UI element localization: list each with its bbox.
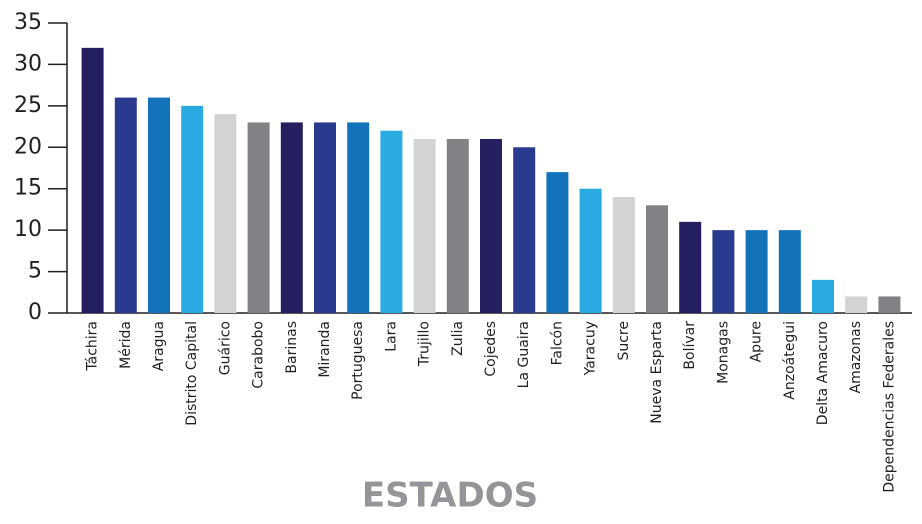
x-tick-label: Amazonas (848, 321, 864, 393)
bar (878, 296, 901, 313)
x-tick-label: Carabobo (251, 321, 267, 389)
x-tick-label: Bolívar (682, 321, 698, 370)
bar (745, 230, 768, 313)
x-tick-label: Dependencias Federales (881, 321, 897, 493)
bar (546, 172, 569, 313)
x-tick-label: Nueva Esparta (649, 321, 665, 424)
y-tick-label: 20 (14, 134, 42, 159)
bar (347, 122, 370, 313)
x-tick-label: Apure (749, 321, 765, 362)
bar (380, 130, 403, 313)
bar (778, 230, 801, 313)
y-tick-label: 25 (14, 93, 42, 118)
x-tick-label: Lara (383, 321, 399, 352)
y-tick-label: 35 (14, 10, 42, 35)
y-tick-label: 0 (28, 300, 42, 325)
bar (280, 122, 303, 313)
x-tick-label: Miranda (317, 321, 333, 378)
x-tick-label: La Guaira (516, 321, 532, 388)
bar (81, 47, 104, 313)
bar (646, 205, 668, 313)
bar (148, 97, 170, 313)
bar (114, 97, 137, 313)
x-tick-label: Yaracuy (583, 321, 599, 376)
bar (712, 230, 735, 313)
bar (845, 296, 868, 313)
y-tick-label: 15 (14, 176, 42, 201)
x-axis-title: ESTADOS (362, 476, 538, 516)
x-tick-label: Anzoátegui (782, 321, 798, 400)
y-tick-label: 5 (28, 259, 42, 284)
x-tick-label: Barinas (284, 321, 300, 374)
x-tick-label: Distrito Capital (184, 321, 200, 426)
x-tick-label: Monagas (715, 321, 731, 384)
y-tick-label: 30 (14, 51, 42, 76)
x-tick-label: Trujillo (417, 321, 433, 367)
x-tick-label: Aragua (151, 321, 167, 371)
bar (513, 147, 536, 313)
x-tick-label: Táchira (85, 321, 101, 372)
x-tick-label: Zulia (450, 321, 466, 356)
x-tick-label: Sucre (616, 321, 632, 361)
x-tick-label: Cojedes (483, 321, 499, 377)
y-tick-label: 10 (14, 217, 42, 242)
x-tick-label: Portuguesa (350, 321, 366, 400)
bar (247, 122, 270, 313)
bar (612, 197, 635, 313)
bar (181, 105, 204, 313)
bar (446, 139, 469, 313)
bar (314, 122, 336, 313)
x-tick-label: Mérida (118, 321, 134, 369)
x-tick-label: Falcón (549, 321, 565, 365)
bar (480, 139, 502, 313)
x-tick-label: Guárico (217, 321, 233, 375)
bar (214, 114, 237, 314)
bar (679, 221, 702, 313)
x-tick-label: Delta Amacuro (815, 321, 831, 425)
bar (413, 139, 436, 313)
bar (579, 188, 602, 313)
bar (812, 279, 834, 313)
